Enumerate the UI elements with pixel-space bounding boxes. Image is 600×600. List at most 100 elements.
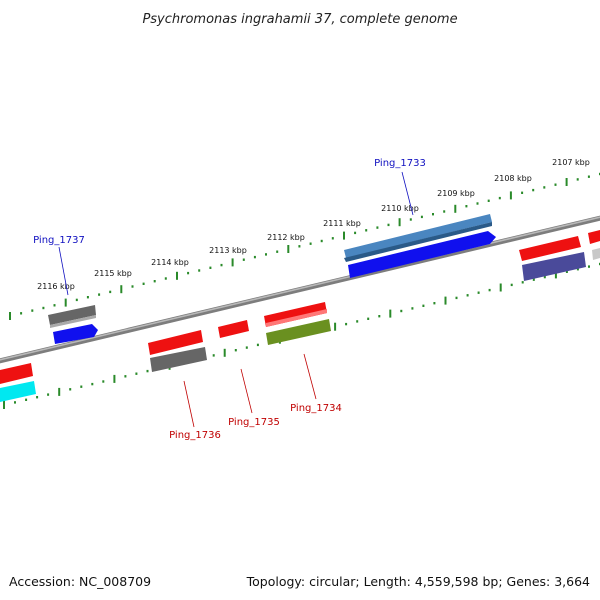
lower-ruler-minor-tick	[433, 302, 436, 305]
lower-ruler-minor-tick	[91, 382, 94, 386]
lower-ruler-minor-tick	[455, 296, 458, 300]
lower-ruler-minor-tick	[256, 343, 259, 347]
upper-ruler-major-tick	[398, 218, 401, 227]
genome-backbone	[0, 215, 600, 364]
gene-feature-red-edge[interactable]	[588, 230, 600, 244]
lower-ruler-minor-tick	[102, 380, 105, 383]
gene-feature-slate[interactable]	[522, 252, 586, 281]
lower-ruler-major-tick	[334, 322, 337, 331]
gene-feature-shade	[266, 309, 327, 327]
leader-ping-1737	[58, 246, 69, 296]
lower-ruler-minor-tick	[245, 346, 248, 349]
lower-ruler-minor-tick	[576, 268, 579, 271]
upper-ruler-minor-tick	[365, 229, 368, 232]
upper-ruler-minor-tick	[320, 239, 323, 243]
lower-ruler-minor-tick	[356, 320, 359, 323]
lower-ruler-minor-tick	[521, 281, 524, 284]
upper-ruler-minor-tick	[31, 309, 34, 312]
lower-ruler-minor-tick	[532, 278, 535, 281]
gene-label-ping-1737[interactable]: Ping_1737	[33, 235, 85, 246]
lower-ruler-minor-tick	[378, 315, 381, 318]
leader-ping-1734	[303, 353, 317, 400]
upper-ruler-minor-tick	[331, 237, 334, 240]
upper-ruler-minor-tick	[465, 205, 468, 208]
gene-label-ping-1736[interactable]: Ping_1736	[169, 430, 221, 441]
lower-ruler-major-tick	[444, 296, 447, 305]
upper-ruler-minor-tick	[276, 250, 279, 253]
gene-feature-red-upper-right[interactable]	[519, 236, 581, 261]
upper-ruler-minor-tick	[298, 245, 301, 248]
gene-feature-gray-1736[interactable]	[150, 347, 207, 372]
upper-ruler-minor-tick	[521, 191, 524, 194]
upper-ruler-minor-tick	[387, 223, 390, 227]
lower-ruler-minor-tick	[80, 385, 83, 388]
lower-ruler-minor-tick	[14, 401, 16, 404]
lower-ruler-minor-tick	[124, 375, 127, 378]
gene-feature-light-edge[interactable]	[592, 248, 600, 260]
lower-ruler-minor-tick	[477, 291, 480, 294]
lower-ruler-minor-tick	[135, 372, 138, 375]
lower-ruler-major-tick	[554, 270, 557, 279]
lower-ruler-minor-tick	[400, 309, 403, 313]
upper-ruler-minor-tick	[376, 226, 379, 229]
upper-ruler-minor-tick	[187, 271, 190, 275]
upper-ruler-minor-tick	[432, 213, 434, 216]
upper-ruler-minor-tick	[354, 231, 357, 235]
upper-ruler-minor-tick	[242, 258, 245, 261]
upper-ruler-minor-tick	[554, 183, 557, 186]
leader-ping-1735	[240, 368, 253, 414]
gene-label-ping-1734[interactable]: Ping_1734	[290, 403, 342, 414]
upper-ruler-minor-tick	[253, 255, 256, 259]
lower-ruler-minor-tick	[234, 349, 237, 352]
scale-label-2110: 2110 kbp	[381, 204, 419, 213]
upper-ruler-minor-tick	[75, 298, 78, 302]
scale-ruler-upper	[9, 172, 600, 320]
lower-ruler-minor-tick	[411, 307, 414, 310]
gene-feature-shade	[50, 315, 96, 328]
upper-ruler-minor-tick	[309, 242, 312, 245]
upper-ruler-minor-tick	[576, 178, 579, 181]
leader-ping-1733	[401, 171, 414, 216]
lower-ruler-minor-tick	[36, 396, 39, 399]
lower-ruler-minor-tick	[543, 275, 546, 279]
gene-feature-red-1735[interactable]	[218, 320, 249, 338]
scale-label-2107: 2107 kbp	[552, 158, 590, 167]
upper-ruler-minor-tick	[142, 282, 145, 285]
scale-label-2109: 2109 kbp	[437, 189, 475, 198]
gene-feature-cyan-left[interactable]	[0, 381, 36, 402]
genome-backbone-highlight	[0, 216, 600, 361]
lower-ruler-minor-tick	[466, 294, 469, 297]
gene-feature-blue-arrow-1737[interactable]	[53, 324, 98, 344]
gene-ping-1737[interactable]	[48, 305, 98, 344]
leader-ping-1736	[183, 380, 195, 428]
gene-label-ping-1735[interactable]: Ping_1735	[228, 417, 280, 428]
lower-ruler-minor-tick	[565, 270, 568, 273]
gene-ping-1733-operon[interactable]	[344, 214, 496, 278]
genome-summary-label: Topology: circular; Length: 4,559,598 bp…	[246, 574, 590, 589]
upper-ruler-minor-tick	[164, 277, 167, 280]
gene-feature-steelblue[interactable]	[344, 214, 492, 258]
gene-feature-blue-arrow[interactable]	[348, 231, 496, 278]
gene-feature-olive-1734[interactable]	[266, 319, 331, 345]
upper-ruler-minor-tick	[131, 285, 134, 288]
lower-ruler-minor-tick	[146, 369, 149, 373]
upper-ruler-major-tick	[454, 204, 457, 213]
lower-ruler-major-tick	[223, 348, 226, 357]
gene-feature-gray-1737[interactable]	[48, 305, 96, 325]
scale-label-2113: 2113 kbp	[209, 246, 247, 255]
upper-ruler-minor-tick	[487, 199, 490, 202]
gene-feature-red-1736[interactable]	[148, 330, 203, 355]
gene-feature-red-left[interactable]	[0, 363, 33, 384]
lower-ruler-minor-tick	[25, 398, 28, 401]
upper-ruler-minor-tick	[209, 266, 212, 269]
upper-ruler-major-tick	[231, 258, 234, 267]
upper-ruler-minor-tick	[53, 304, 56, 307]
scale-label-2115: 2115 kbp	[94, 269, 132, 278]
upper-ruler-major-tick	[9, 312, 11, 320]
upper-ruler-minor-tick	[265, 253, 267, 256]
upper-ruler-major-tick	[120, 285, 123, 294]
lower-ruler-minor-tick	[47, 393, 50, 396]
gene-feature-shade	[344, 222, 492, 262]
gene-label-ping-1733[interactable]: Ping_1733	[374, 158, 426, 169]
